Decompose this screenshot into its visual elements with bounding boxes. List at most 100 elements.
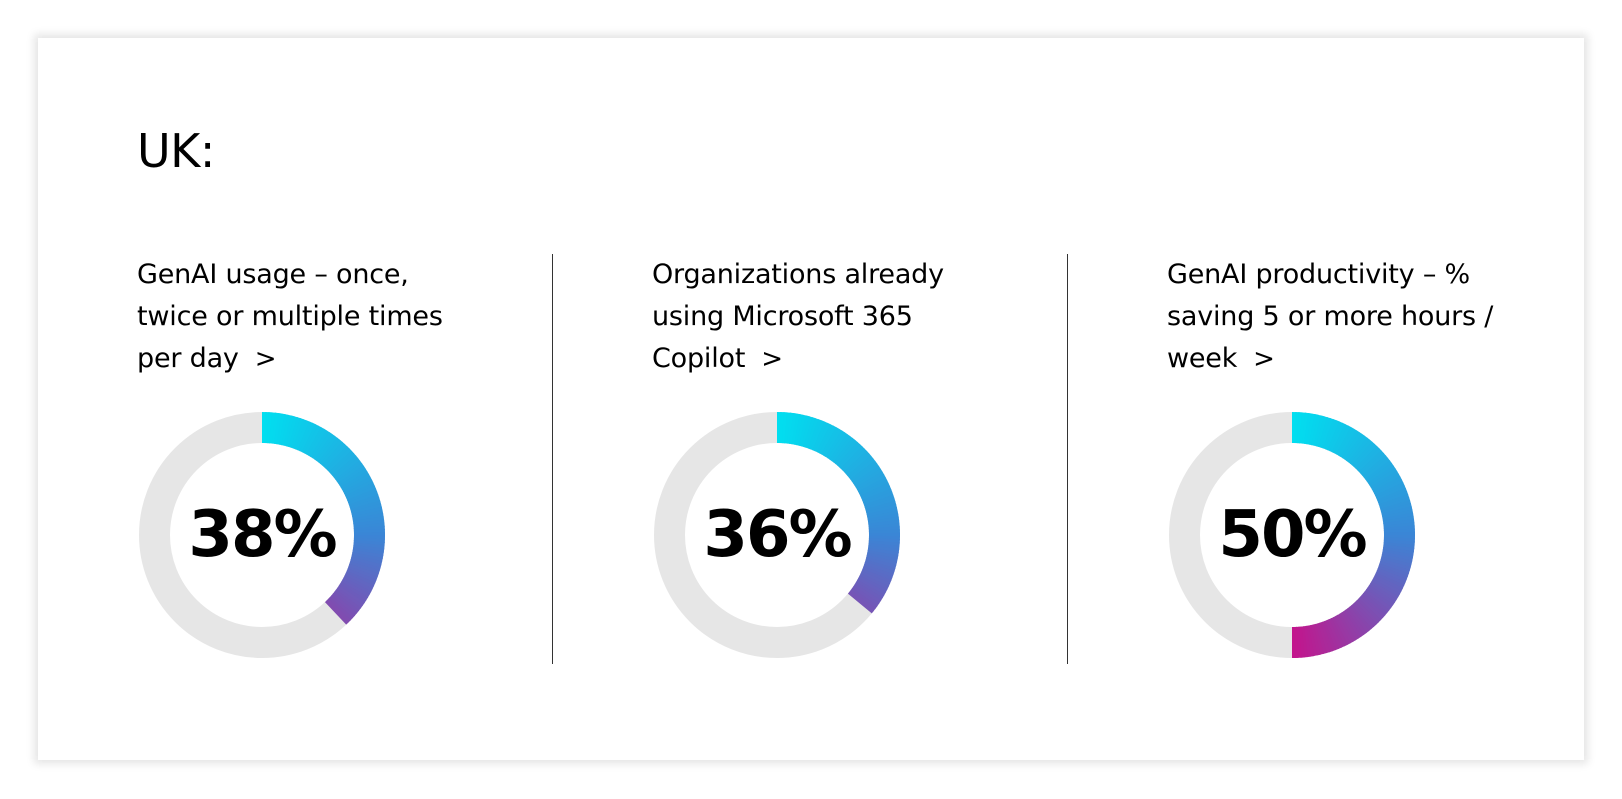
donut-value-segment: [1367, 585, 1396, 606]
donut-value-segment: [1374, 572, 1405, 589]
donut-value-segment: [842, 448, 868, 473]
donut-value: 36%: [703, 498, 852, 572]
region-title: UK:: [137, 124, 215, 178]
donut-value-segment: [1317, 622, 1331, 654]
donut-value-segment: [818, 425, 837, 455]
donut-chart-svg: [1169, 412, 1415, 658]
metric-label[interactable]: GenAI usage – once, twice or multiple ti…: [137, 254, 467, 380]
donut-value-segment: [858, 575, 888, 593]
donut-value-segment: [323, 443, 348, 469]
donut-value-segment: [1379, 496, 1411, 510]
donut-value-segment: [843, 450, 870, 475]
donut-value-segment: [347, 566, 378, 581]
donut-value-segment: [1324, 420, 1341, 451]
donut-value-segment: [1335, 426, 1355, 456]
donut-value-segment: [1354, 600, 1379, 626]
donut-value-segment: [1345, 607, 1367, 636]
donut-value-segment: [854, 468, 883, 489]
donut-value-segment: [336, 462, 365, 484]
donut-value-segment: [1361, 455, 1389, 478]
donut-value-segment: [345, 482, 375, 499]
donut-value-segment: [856, 474, 886, 493]
donut-value-segment: [346, 568, 377, 584]
donut-value-segment: [1339, 612, 1359, 641]
donut-value-segment: [342, 476, 373, 495]
donut-value-segment: [805, 418, 820, 449]
donut-value-segment: [347, 491, 379, 506]
donut-value-segment: [1369, 581, 1399, 601]
donut-value-segment: [341, 473, 371, 493]
donut-value-segment: [851, 463, 880, 484]
donut-value-segment: [1375, 482, 1405, 499]
donut-value-segment: [348, 563, 379, 578]
donut-value-segment: [321, 441, 346, 468]
donut-value-segment: [1357, 448, 1383, 473]
donut-value-segment: [338, 583, 367, 604]
donut-value-segment: [1335, 614, 1354, 644]
donut-value-segment: [845, 453, 872, 477]
donut-value: 50%: [1218, 498, 1367, 572]
donut-value-segment: [863, 491, 894, 506]
donut-value-segment: [851, 585, 880, 607]
metric-panel-copilot: Organizations already using Microsoft 36…: [652, 254, 1052, 674]
donut-value-segment: [351, 506, 383, 517]
donut-value-segment: [318, 437, 341, 465]
donut-value-segment: [1312, 623, 1324, 655]
donut-value-segment: [859, 479, 889, 497]
donut-value-segment: [325, 445, 350, 471]
donut-value-segment: [1381, 506, 1413, 517]
donut-value-segment: [327, 596, 353, 621]
donut-value-segment: [333, 457, 361, 480]
donut-value-segment: [1372, 576, 1402, 595]
donut-value-segment: [290, 418, 305, 449]
chevron-right-icon[interactable]: >: [254, 344, 277, 374]
donut-value-segment: [1381, 509, 1414, 520]
donut-value-segment: [340, 470, 370, 490]
donut-value-segment: [1362, 591, 1390, 614]
donut-chart: 38%: [137, 410, 387, 660]
donut-value-segment: [1329, 422, 1346, 453]
donut-value-segment: [859, 573, 889, 591]
donut-value-segment: [1382, 512, 1414, 522]
donut-value-segment: [1371, 473, 1401, 492]
donut-value-segment: [1348, 437, 1371, 465]
donut-value-segment: [312, 431, 333, 460]
donut-value-segment: [342, 577, 372, 596]
donut-value-segment: [292, 419, 308, 450]
metric-label[interactable]: Organizations already using Microsoft 36…: [652, 254, 982, 380]
chevron-right-icon[interactable]: >: [1253, 344, 1275, 374]
metric-label-text: GenAI usage – once, twice or multiple ti…: [137, 259, 443, 374]
donut-value-segment: [1359, 594, 1386, 619]
donut-value-segment: [328, 450, 355, 475]
metric-label[interactable]: GenAI productivity – % saving 5 or more …: [1167, 254, 1497, 380]
donut-value-arc: [1292, 412, 1415, 658]
donut-value-segment: [1375, 570, 1406, 587]
donut-value-segment: [864, 497, 896, 511]
donut-value-segment: [316, 435, 338, 463]
donut-value-segment: [1368, 583, 1397, 603]
donut-value-segment: [1343, 609, 1365, 638]
donut-value-segment: [850, 460, 878, 482]
donut-value-segment: [337, 585, 365, 607]
donut-value-segment: [1383, 518, 1415, 527]
donut-value-segment: [1337, 613, 1357, 643]
donut-value-segment: [310, 430, 331, 459]
donut-value-segment: [831, 435, 854, 463]
donut-value-segment: [1382, 515, 1415, 524]
donut-value-segment: [350, 500, 382, 513]
donut-value-segment: [1340, 430, 1360, 459]
donut-value-segment: [867, 510, 899, 520]
donut-value-segment: [848, 457, 876, 480]
donut-value-segment: [867, 516, 900, 525]
donut-value-segment: [1347, 606, 1370, 634]
donut-value-segment: [295, 420, 311, 451]
donut-value-segment: [339, 581, 369, 601]
donut-value-segment: [334, 589, 362, 612]
donut-value-segment: [1356, 598, 1382, 623]
donut-value-segment: [339, 468, 368, 488]
chevron-right-icon[interactable]: >: [761, 344, 783, 374]
donut-value-segment: [1330, 616, 1348, 647]
donut-value-segment: [1326, 619, 1343, 650]
donut-value-segment: [821, 427, 840, 456]
donut-value-segment: [861, 485, 892, 502]
